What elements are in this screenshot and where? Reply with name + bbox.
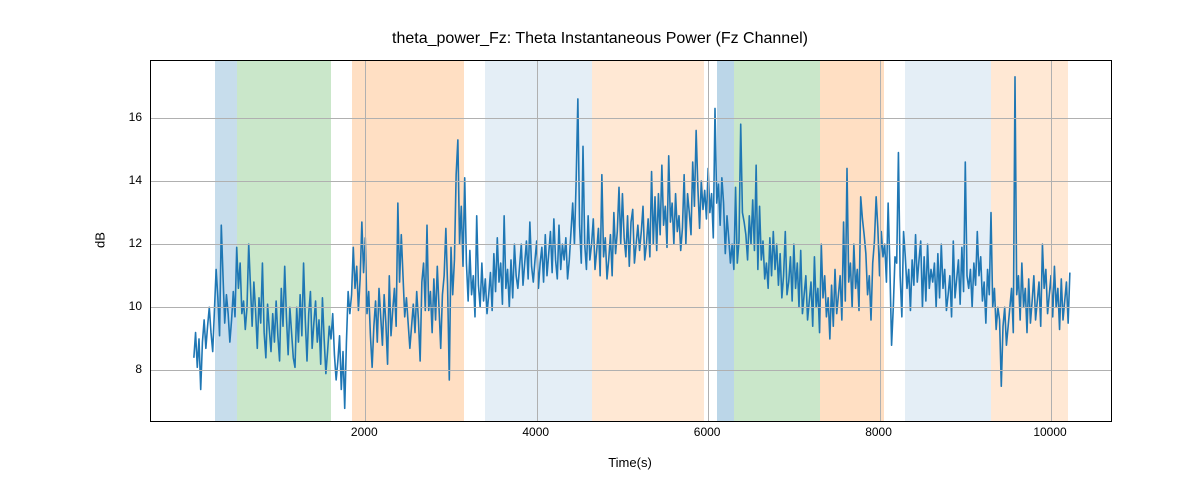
y-tick-label: 10: [112, 299, 142, 313]
y-tick-label: 8: [112, 362, 142, 376]
gridline-horizontal: [151, 181, 1111, 182]
figure: theta_power_Fz: Theta Instantaneous Powe…: [0, 0, 1200, 500]
y-tick-label: 12: [112, 236, 142, 250]
gridline-vertical: [708, 61, 709, 421]
y-tick-label: 14: [112, 173, 142, 187]
x-tick-label: 10000: [1033, 425, 1066, 439]
gridline-horizontal: [151, 307, 1111, 308]
gridline-vertical: [880, 61, 881, 421]
line-series: [151, 61, 1111, 421]
gridline-vertical: [365, 61, 366, 421]
chart-title: theta_power_Fz: Theta Instantaneous Powe…: [0, 30, 1200, 48]
y-axis-label: dB: [93, 232, 108, 248]
gridline-horizontal: [151, 370, 1111, 371]
gridline-horizontal: [151, 244, 1111, 245]
x-tick-label: 4000: [522, 425, 549, 439]
y-tick-label: 16: [112, 110, 142, 124]
x-tick-label: 8000: [865, 425, 892, 439]
plot-area: [150, 60, 1112, 422]
gridline-vertical: [1051, 61, 1052, 421]
x-axis-label: Time(s): [608, 455, 652, 470]
x-tick-label: 6000: [694, 425, 721, 439]
x-tick-label: 2000: [351, 425, 378, 439]
gridline-vertical: [537, 61, 538, 421]
theta-power-line: [194, 77, 1070, 409]
gridline-horizontal: [151, 118, 1111, 119]
